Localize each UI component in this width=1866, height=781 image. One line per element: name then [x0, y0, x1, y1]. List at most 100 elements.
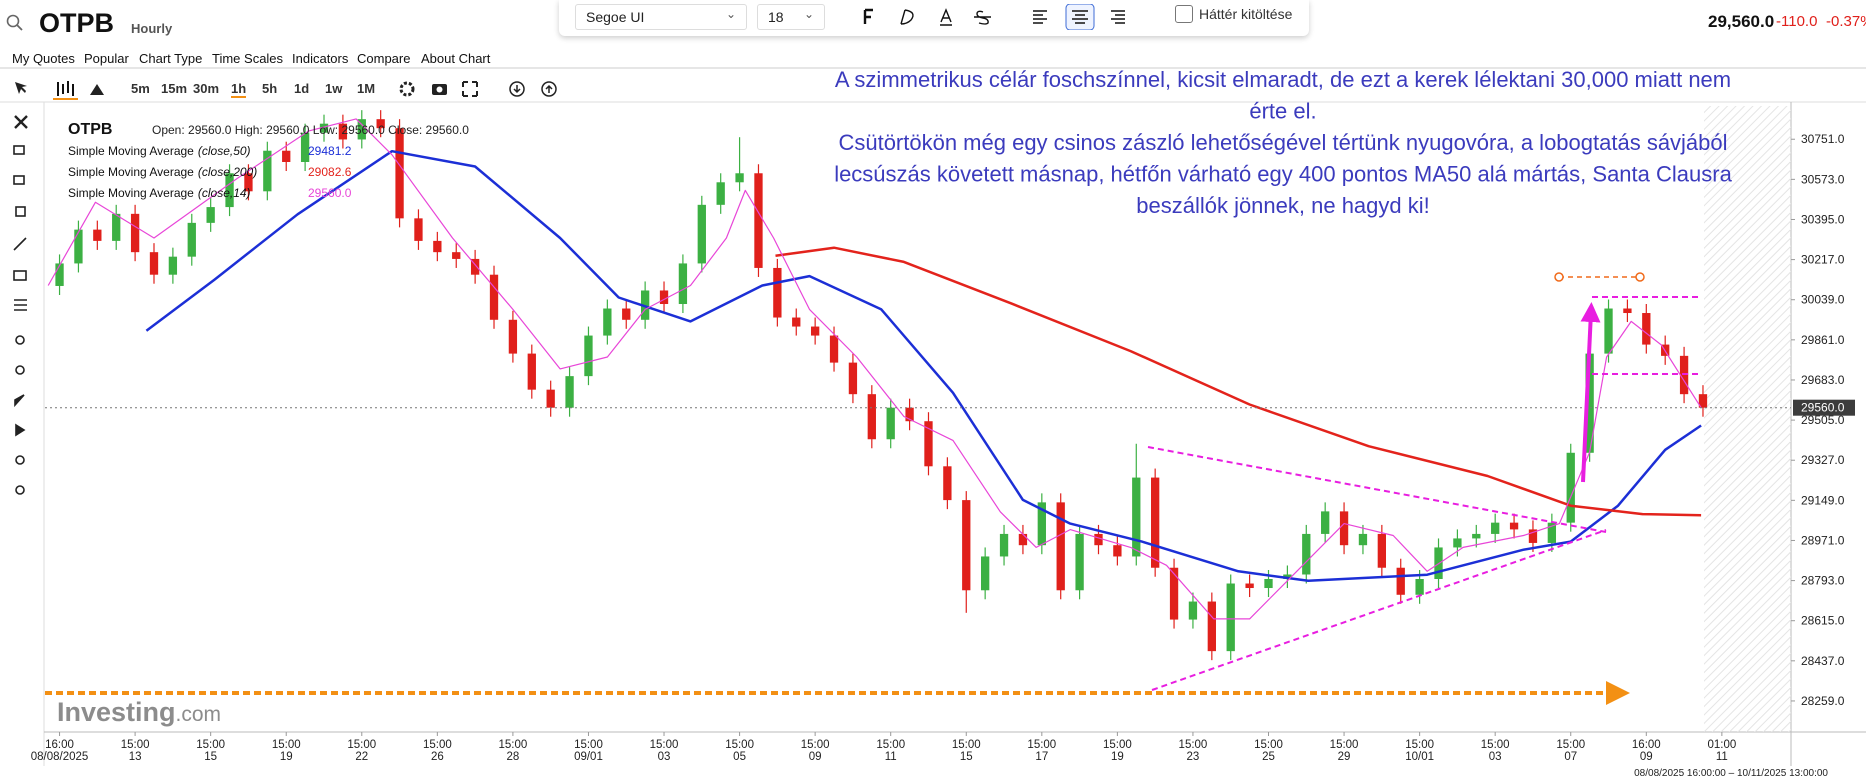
- candle-body: [1453, 538, 1462, 548]
- x-tick-label: 15:00: [423, 739, 452, 751]
- fill-checkbox[interactable]: [1175, 5, 1193, 23]
- timeframe[interactable]: 30m: [193, 81, 220, 96]
- y-tick-label: 28793.0: [1801, 574, 1845, 588]
- y-tick-label: 28437.0: [1801, 654, 1845, 668]
- candle-body: [943, 466, 952, 501]
- watermark-suffix: .com: [176, 703, 222, 726]
- candle-body: [924, 421, 933, 467]
- candle-body: [659, 290, 669, 305]
- moving-average-line: [145, 149, 1702, 583]
- candle-body: [452, 252, 461, 259]
- x-tick-label: 15:00: [1027, 739, 1056, 751]
- candle-body: [735, 173, 744, 183]
- candle-body: [1679, 355, 1689, 395]
- candle-body: [168, 256, 178, 275]
- timeframe[interactable]: 1M: [357, 81, 376, 96]
- x-tick-label: 15:00: [1254, 739, 1283, 751]
- candle-body: [565, 376, 574, 408]
- x-tick-label: 15:00: [1103, 739, 1132, 751]
- annotation-line: beszállók jönnek, ne hagyd ki!: [1136, 193, 1430, 218]
- y-tick-label: 30039.0: [1801, 293, 1845, 307]
- candle-body: [433, 240, 442, 253]
- menu-item[interactable]: About Chart: [421, 51, 491, 66]
- chart-actions[interactable]: [395, 78, 565, 100]
- menu-item[interactable]: Chart Type: [139, 51, 203, 66]
- candle-body: [1472, 533, 1481, 539]
- menu-item[interactable]: My Quotes: [12, 51, 75, 66]
- x-tick-label: 15:00: [650, 739, 679, 751]
- legend-params: (close,200): [198, 165, 257, 179]
- menu-item[interactable]: Compare: [357, 51, 411, 66]
- y-tick-label: 29683.0: [1801, 373, 1845, 387]
- candle-body: [716, 182, 725, 205]
- candle-body: [1509, 522, 1519, 530]
- drawing-tools[interactable]: [13, 115, 28, 495]
- menu-item[interactable]: Time Scales: [212, 51, 284, 66]
- candle-body: [773, 267, 782, 318]
- timeframe[interactable]: 1d: [294, 81, 310, 96]
- candle-body: [1113, 545, 1122, 557]
- x-tick-date: 19: [280, 751, 293, 763]
- menu-item[interactable]: Popular: [84, 51, 129, 66]
- font-select[interactable]: Segoe UI ⌄: [575, 4, 747, 30]
- candle-body: [74, 229, 83, 264]
- size-select[interactable]: 18 ⌄: [757, 4, 825, 30]
- timeframe[interactable]: 1h: [231, 81, 247, 98]
- timeframe[interactable]: 15m: [161, 81, 188, 96]
- x-tick-label: 15:00: [1556, 739, 1585, 751]
- timeframe[interactable]: 5m: [131, 81, 150, 96]
- x-tick-date: 17: [1035, 751, 1048, 763]
- fill-label: Háttér kitöltése: [1199, 6, 1293, 22]
- candle-body: [1094, 533, 1103, 546]
- candle-body: [867, 394, 876, 440]
- date-range: 08/08/2025 16:00:00 – 10/11/2025 13:00:0…: [1634, 768, 1828, 779]
- x-tick-label: 15:00: [574, 739, 603, 751]
- watermark-brand: Investing: [57, 697, 176, 727]
- candle-body: [1339, 511, 1349, 546]
- timeframe[interactable]: 1w: [325, 81, 343, 96]
- x-tick-date: 11: [885, 751, 897, 763]
- y-tick-label: 28259.0: [1801, 694, 1845, 708]
- magenta-arrow: [1580, 302, 1601, 483]
- candle-body: [282, 150, 291, 162]
- x-tick-label: 15:00: [725, 739, 754, 751]
- candle-body: [489, 274, 499, 320]
- symbol: OTPB: [39, 8, 115, 38]
- x-tick-label: 15:00: [1179, 739, 1208, 751]
- x-tick-date: 15: [204, 751, 217, 763]
- candle-body: [1623, 308, 1632, 314]
- candle-body: [244, 173, 253, 192]
- search-icon[interactable]: [6, 14, 24, 32]
- x-tick-date: 28: [507, 751, 520, 763]
- x-tick-date: 22: [355, 751, 368, 763]
- candle-body: [1037, 502, 1046, 546]
- candle-body: [886, 407, 895, 440]
- candle-body: [130, 213, 140, 253]
- candle-body: [93, 229, 102, 241]
- y-tick-label: 28615.0: [1801, 614, 1845, 628]
- timeframe[interactable]: 5h: [262, 81, 278, 96]
- x-tick-date: 26: [431, 751, 444, 763]
- watermark: Investing.com: [57, 697, 221, 727]
- candle-body: [1018, 533, 1028, 546]
- candle-body: [357, 119, 366, 140]
- legend-value: 29560.0: [308, 186, 352, 200]
- future-area: [1704, 106, 1791, 732]
- chart-type-icons[interactable]: [10, 78, 130, 100]
- candle-body: [678, 263, 688, 305]
- y-tick-label: 28971.0: [1801, 533, 1845, 547]
- candle-body: [980, 556, 990, 591]
- y-tick-label: 29861.0: [1801, 333, 1845, 347]
- last-price-label: 29560.0: [1801, 401, 1845, 415]
- menu-item[interactable]: Indicators: [292, 51, 349, 66]
- legend-value: 29082.6: [308, 165, 352, 179]
- x-tick-date: 05: [733, 751, 746, 763]
- x-tick-label: 15:00: [272, 739, 301, 751]
- format-buttons[interactable]: [859, 4, 1149, 30]
- candle-body: [206, 207, 215, 223]
- x-tick-date: 09/01: [574, 751, 603, 763]
- triangle-lower-line: [1151, 529, 1607, 691]
- y-tick-label: 30395.0: [1801, 212, 1845, 226]
- candle-body: [395, 128, 404, 219]
- candle-body: [829, 335, 839, 363]
